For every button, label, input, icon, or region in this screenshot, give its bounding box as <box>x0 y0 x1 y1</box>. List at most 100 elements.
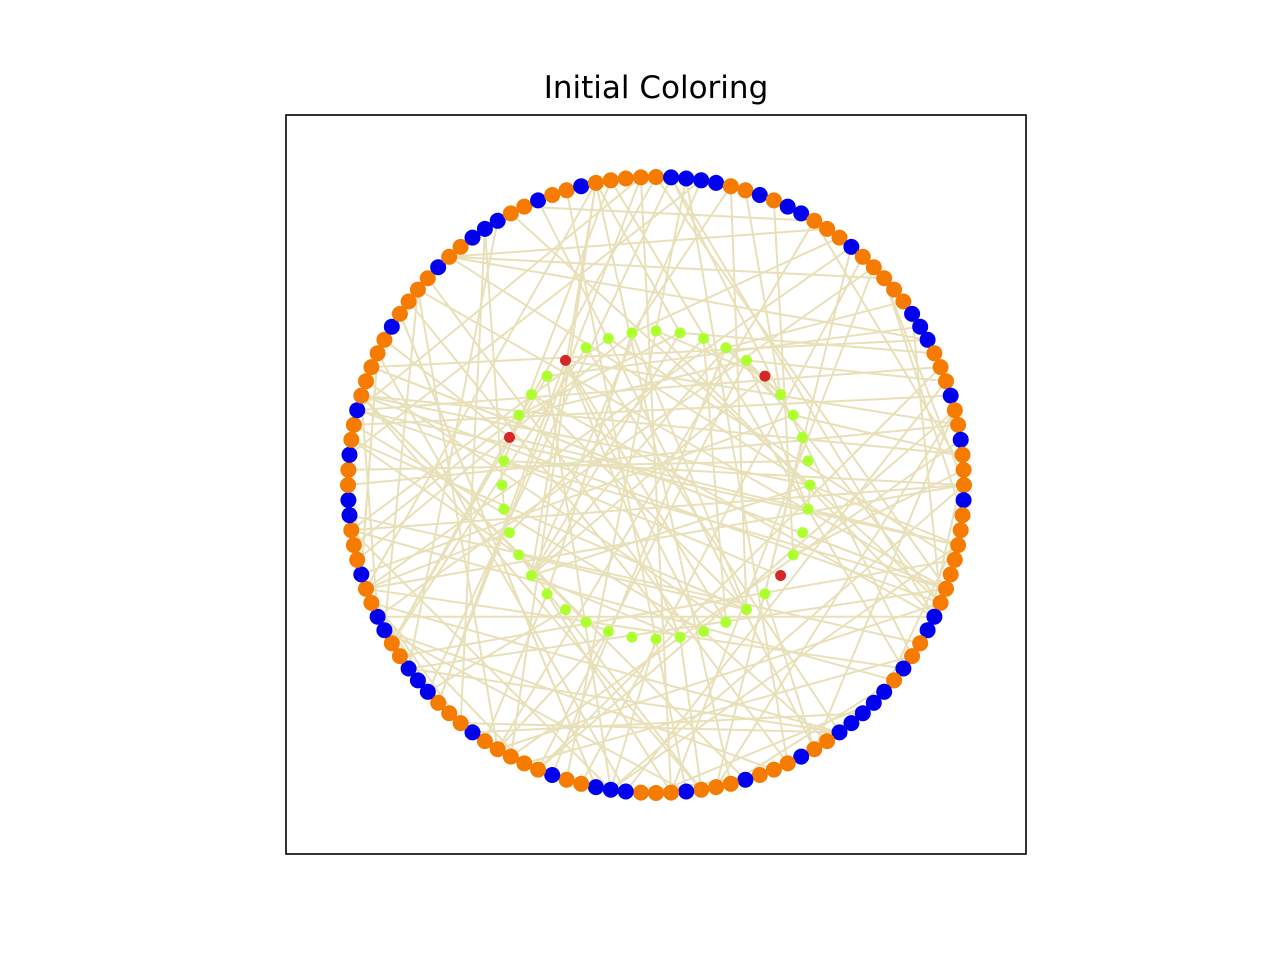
outer-node <box>430 259 447 276</box>
axes-frame <box>285 114 1027 855</box>
inner-node <box>802 455 814 467</box>
outer-node <box>617 170 634 187</box>
outer-node <box>476 220 493 237</box>
graph-edge <box>351 484 965 532</box>
graph-edge <box>459 228 486 724</box>
outer-node <box>843 715 860 732</box>
outer-node <box>391 305 408 322</box>
inner-node <box>626 327 638 339</box>
outer-node <box>938 580 954 597</box>
outer-node <box>942 387 959 404</box>
graph-edge <box>383 339 511 439</box>
graph-edge <box>524 205 815 222</box>
outer-node <box>464 229 481 246</box>
inner-node <box>580 342 592 354</box>
inner-node <box>650 325 662 337</box>
outer-node <box>806 741 823 758</box>
outer-node <box>865 259 882 276</box>
inner-node <box>720 616 732 628</box>
outer-node <box>737 182 754 199</box>
outer-node <box>363 594 380 611</box>
outer-node <box>573 178 590 195</box>
inner-node <box>504 527 515 539</box>
outer-node <box>919 622 936 639</box>
graph-edge <box>531 484 811 577</box>
graph-edge <box>518 359 747 417</box>
outer-node <box>602 781 619 798</box>
outer-node <box>708 174 725 191</box>
graph-edge <box>503 459 947 590</box>
graph-edge <box>518 553 747 611</box>
outer-node <box>779 755 796 772</box>
outer-node <box>430 694 447 711</box>
outer-node <box>663 784 680 801</box>
graph-edge <box>715 409 956 788</box>
outer-node <box>391 648 408 665</box>
inner-node <box>797 527 808 539</box>
graph-edge <box>813 220 965 471</box>
inner-node <box>802 503 814 515</box>
graph-edge <box>610 484 965 791</box>
inner-node <box>650 633 662 645</box>
inner-node-red <box>775 570 787 581</box>
graph-edge <box>670 266 875 793</box>
outer-node <box>617 783 634 800</box>
outer-node <box>340 492 357 509</box>
graph-edge <box>702 338 727 623</box>
graph-edge <box>390 375 548 644</box>
outer-node <box>663 169 680 186</box>
outer-node <box>865 694 882 711</box>
outer-node <box>793 748 810 765</box>
outer-node <box>886 672 903 689</box>
graph-edge <box>360 395 379 617</box>
graph-edge <box>725 300 904 349</box>
outer-node <box>765 761 782 778</box>
graph-edge <box>361 394 811 486</box>
graph-edge <box>497 601 941 751</box>
outer-node <box>904 305 921 322</box>
graph-edge <box>427 608 567 693</box>
inner-node <box>602 626 614 637</box>
outer-node <box>419 683 436 700</box>
outer-node <box>942 566 959 583</box>
outer-node <box>452 238 469 255</box>
outer-node <box>954 446 971 463</box>
graph-edge <box>524 655 913 765</box>
inner-node <box>775 389 787 400</box>
inner-node <box>525 389 537 400</box>
outer-node <box>912 318 929 335</box>
graph-edge <box>551 347 727 776</box>
outer-node <box>854 705 871 722</box>
outer-node <box>722 775 739 792</box>
inner-node <box>602 333 614 344</box>
outer-node <box>369 608 386 625</box>
graph-edge <box>496 630 610 750</box>
graph-edge <box>655 330 936 618</box>
inner-node <box>525 570 537 581</box>
outer-node <box>926 345 943 362</box>
inner-node <box>498 455 510 467</box>
outer-node <box>950 416 967 433</box>
graph-edge <box>503 459 781 577</box>
inner-node <box>580 616 592 628</box>
graph-edge <box>631 185 732 334</box>
outer-node <box>632 784 649 801</box>
outer-node <box>489 741 506 758</box>
outer-node <box>383 635 400 652</box>
outer-node <box>587 174 604 191</box>
outer-node <box>950 537 967 554</box>
inner-node <box>513 409 525 421</box>
outer-node <box>904 648 921 665</box>
graph-edge <box>530 393 935 618</box>
graph-edge <box>353 414 520 546</box>
outer-node <box>530 192 547 209</box>
graph-edge <box>546 325 921 378</box>
outer-node <box>376 622 393 639</box>
inner-node <box>674 631 686 643</box>
outer-node <box>376 331 393 348</box>
graph-edge <box>460 722 840 734</box>
outer-node <box>587 779 604 796</box>
outer-node <box>358 373 374 390</box>
outer-node <box>530 761 547 778</box>
outer-node <box>544 767 561 783</box>
